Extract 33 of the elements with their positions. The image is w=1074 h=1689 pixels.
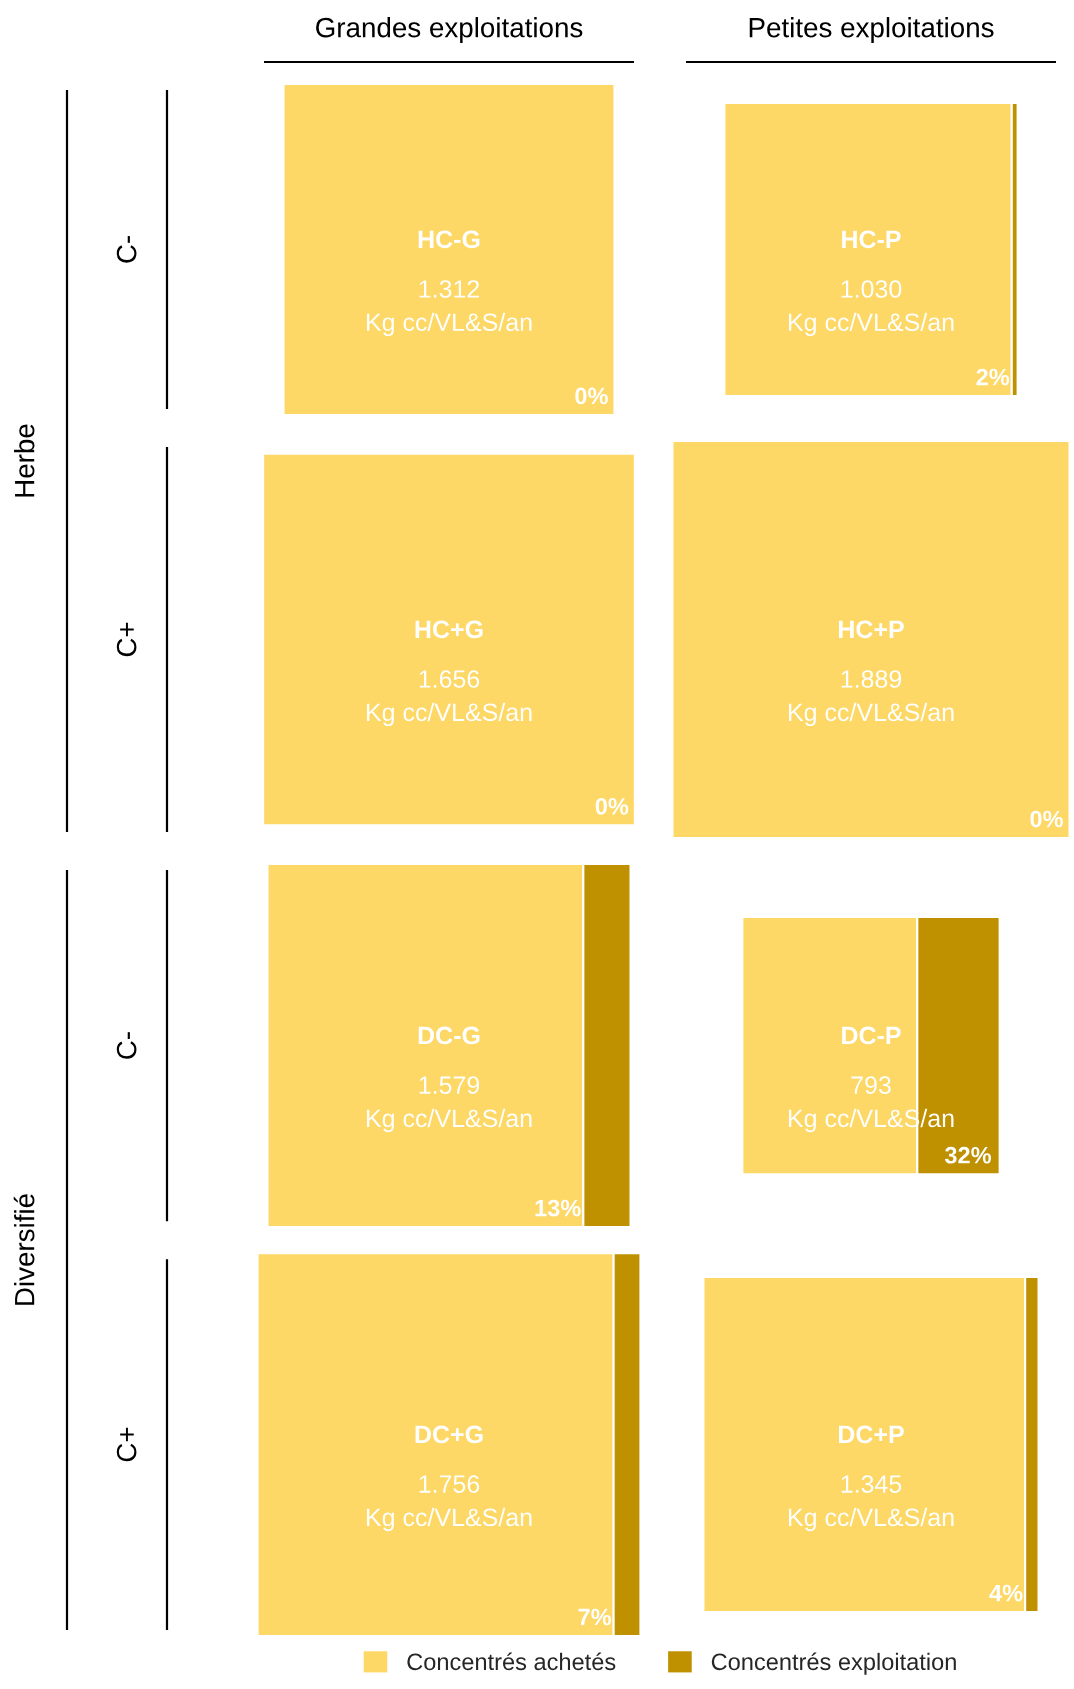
category-label: C- — [116, 236, 137, 263]
category-label: HC-G — [418, 230, 480, 249]
data-label: 0% — [595, 798, 629, 815]
category-label: DC+G — [415, 1425, 483, 1444]
category-label: C- — [116, 1032, 137, 1059]
category-label: C+ — [116, 1427, 137, 1462]
category-label: DC-G — [418, 1026, 480, 1045]
data-label: 13% — [535, 1199, 581, 1217]
data-label: 32% — [944, 1146, 992, 1164]
category-label: HC+G — [415, 620, 483, 639]
data-label: 2% — [976, 368, 1010, 386]
data-label: 1.656 Kg cc/VL&S/an — [366, 670, 532, 727]
category-label: C+ — [116, 622, 137, 657]
data-label: 0% — [575, 387, 608, 405]
data-label: 0% — [1030, 810, 1063, 828]
data-label: 1.030 Kg cc/VL&S/an — [788, 280, 954, 337]
text: Grandes exploitations — [316, 17, 583, 43]
data-label: 1.579 Kg cc/VL&S/an — [366, 1076, 532, 1133]
data-label: 1.889 Kg cc/VL&S/an — [788, 670, 954, 727]
legend-label: Concentrés achetés — [407, 1652, 616, 1671]
category-label: DC-P — [842, 1026, 901, 1045]
data-label: 1.312 Kg cc/VL&S/an — [366, 280, 532, 337]
category-label: HC-P — [842, 230, 901, 249]
data-label: 1.345 Kg cc/VL&S/an — [788, 1475, 954, 1532]
data-label: 4% — [989, 1584, 1023, 1602]
legend-label: Concentrés exploitation — [711, 1652, 956, 1675]
category-label: Herbe — [14, 424, 35, 497]
category-label: Diversifié — [13, 1194, 35, 1305]
data-label: 1.756 Kg cc/VL&S/an — [366, 1475, 532, 1532]
category-label: DC+P — [838, 1425, 904, 1444]
text: Petites exploitations — [749, 17, 994, 43]
data-label: 7% — [578, 1608, 612, 1626]
category-label: HC+P — [838, 620, 904, 639]
